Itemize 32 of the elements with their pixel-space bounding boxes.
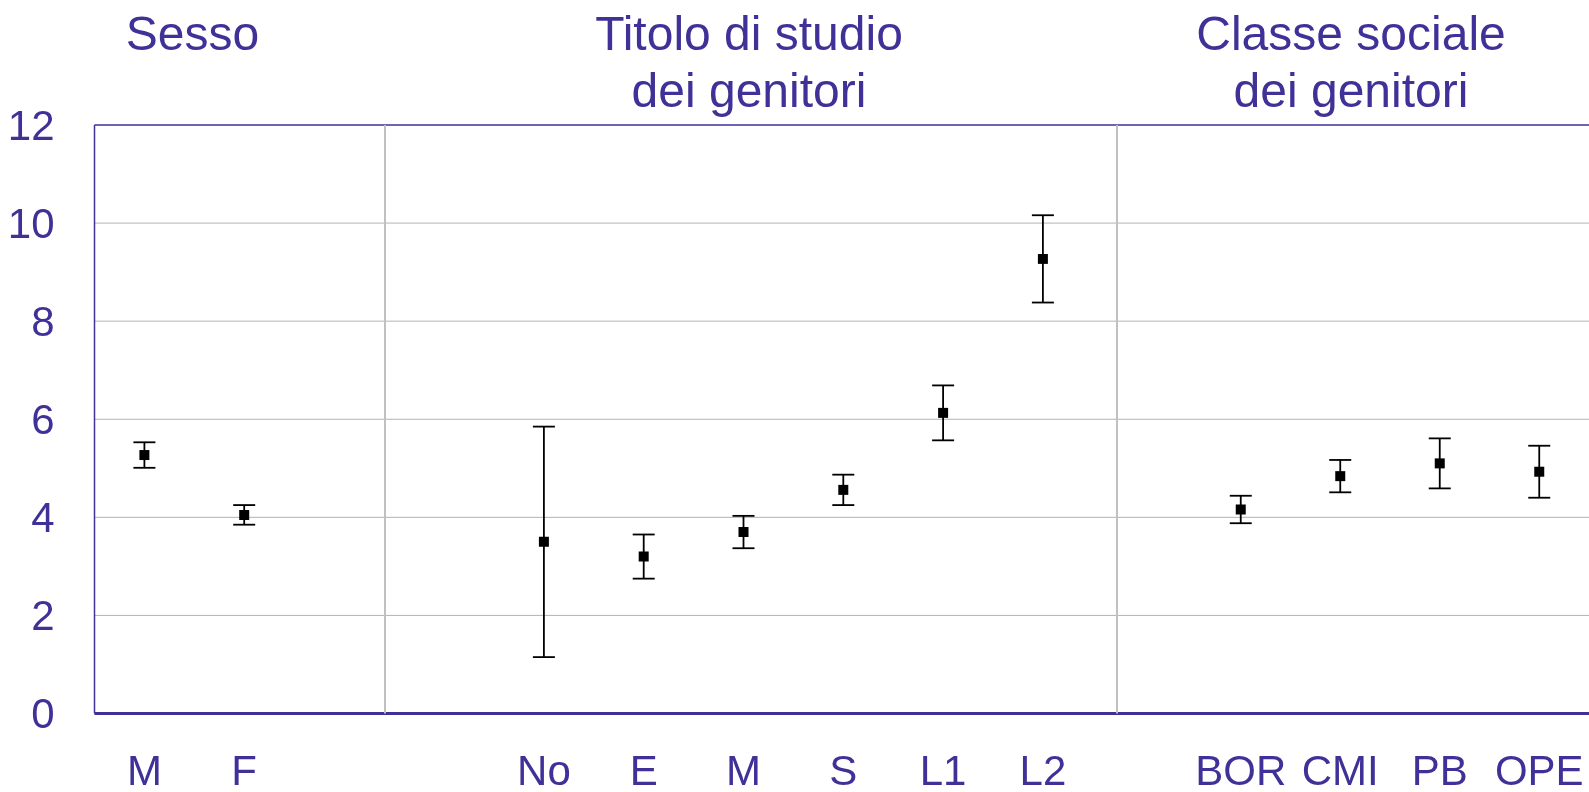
chart-title: Sesso bbox=[125, 6, 260, 62]
point bbox=[938, 407, 949, 418]
point bbox=[738, 527, 749, 538]
y-tick-label: 10 bbox=[7, 199, 55, 247]
y-tick-label: 4 bbox=[31, 494, 55, 542]
point bbox=[1037, 253, 1048, 264]
point bbox=[638, 551, 649, 562]
y-tick-label: 8 bbox=[31, 298, 55, 346]
point bbox=[1235, 504, 1246, 515]
x-tick-label: No bbox=[517, 747, 571, 792]
x-tick-label: CMI bbox=[1301, 747, 1379, 792]
point bbox=[1434, 458, 1445, 469]
chart-title: Titolo di studio dei genitori bbox=[594, 6, 904, 119]
x-tick-label: L1 bbox=[919, 747, 967, 792]
x-tick-label: BOR bbox=[1195, 747, 1287, 792]
x-tick-label: M bbox=[726, 747, 761, 792]
point bbox=[538, 536, 549, 547]
x-tick-label: F bbox=[231, 747, 258, 792]
y-tick-label: 0 bbox=[31, 690, 55, 738]
y-tick-label: 6 bbox=[31, 396, 55, 444]
x-tick-label: L2 bbox=[1019, 747, 1067, 792]
y-tick-label: 2 bbox=[31, 592, 55, 640]
point bbox=[838, 484, 849, 495]
y-tick-label: 12 bbox=[7, 101, 55, 149]
x-tick-label: S bbox=[829, 747, 858, 792]
point bbox=[1335, 471, 1346, 482]
x-tick-label: PB bbox=[1411, 747, 1468, 792]
chart-title: Classe sociale dei genitori bbox=[1195, 6, 1507, 119]
x-tick-label: OPE bbox=[1494, 747, 1584, 792]
x-tick-label: M bbox=[126, 747, 162, 792]
point bbox=[1534, 466, 1545, 477]
x-tick-label: E bbox=[629, 747, 658, 792]
